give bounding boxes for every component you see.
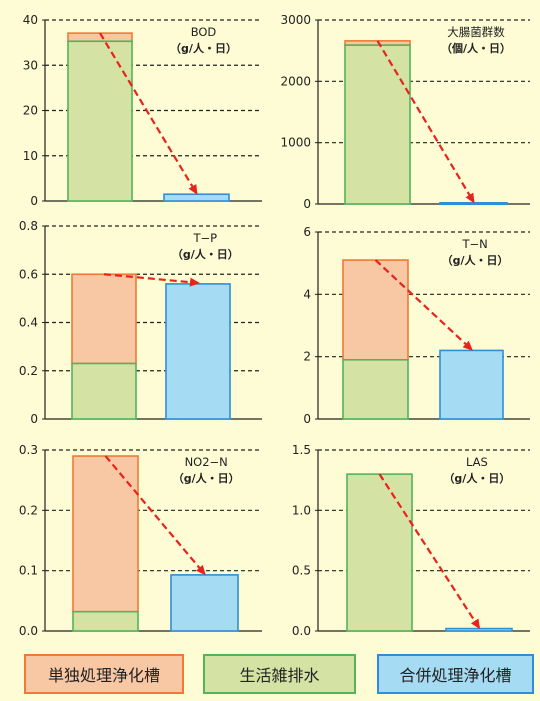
y-tick-label: 1.5 xyxy=(292,443,311,457)
reduction-arrow xyxy=(99,32,198,195)
y-tick-label: 10 xyxy=(23,149,38,163)
y-tick-label: 6 xyxy=(303,225,311,239)
chart-unit: （g/人・日） xyxy=(442,253,509,267)
chart-panel-6: 0.0 0.5 1.0 1.5 LAS （g/人・日） xyxy=(292,443,530,638)
bar-domestic-wastewater-segment xyxy=(67,40,133,202)
reduction-arrow xyxy=(376,40,475,204)
y-tick-label: 0.0 xyxy=(292,624,311,638)
chart-title: NO2−N xyxy=(185,455,228,469)
chart-unit: （g/人・日） xyxy=(170,41,237,55)
bar-combined-treatment xyxy=(165,283,231,420)
chart-title: T−N xyxy=(461,237,487,251)
chart-panel-2: 0 1000 2000 3000 大腸菌群数 （個/人・日） xyxy=(280,13,530,211)
chart-title: T−P xyxy=(192,231,217,245)
y-tick-label: 40 xyxy=(23,13,38,27)
bar-domestic-wastewater-segment xyxy=(72,610,139,632)
bar-combined-treatment xyxy=(439,349,504,420)
bar-combined-treatment xyxy=(445,627,513,632)
chart-title: LAS xyxy=(466,455,488,469)
legend-domestic-wastewater: 生活雑排水 xyxy=(203,654,356,694)
chart-panel-4: 0 2 4 6 T−N （g/人・日） xyxy=(303,225,530,426)
y-tick-label: 0 xyxy=(30,412,38,426)
chart-unit: （g/人・日） xyxy=(443,471,510,485)
y-tick-label: 3000 xyxy=(280,13,311,27)
y-tick-label: 2000 xyxy=(280,74,311,88)
chart-unit: （個/人・日） xyxy=(441,41,511,55)
bar-combined-treatment xyxy=(163,193,230,202)
chart-panel-5: 0.0 0.1 0.2 0.3 NO2−N （g/人・日） xyxy=(19,443,262,638)
legend-single-treatment: 単独処理浄化槽 xyxy=(24,654,184,694)
y-tick-label: 0 xyxy=(303,197,311,211)
y-tick-label: 0 xyxy=(30,194,38,208)
bar-domestic-wastewater-segment xyxy=(71,362,137,420)
y-tick-label: 4 xyxy=(303,287,311,301)
bar-domestic-wastewater-segment xyxy=(344,44,411,205)
bar-domestic-wastewater-segment xyxy=(342,358,409,420)
y-tick-label: 2 xyxy=(303,350,311,364)
chart-title: BOD xyxy=(191,25,217,39)
bar-domestic-wastewater-segment xyxy=(346,473,413,632)
y-tick-label: 0 xyxy=(303,412,311,426)
chart-unit: （g/人・日） xyxy=(172,247,239,261)
bar-single-toilet-segment xyxy=(342,259,409,361)
reduction-arrow xyxy=(104,455,206,576)
reduction-arrow xyxy=(378,473,481,630)
bar-combined-treatment xyxy=(170,574,239,632)
y-tick-label: 30 xyxy=(23,58,38,72)
y-tick-label: 0.4 xyxy=(19,316,38,330)
y-tick-label: 0.2 xyxy=(19,503,38,517)
legend-single-label: 単独処理浄化槽 xyxy=(47,666,160,685)
y-tick-label: 0.5 xyxy=(292,564,311,578)
legend-domestic-label: 生活雑排水 xyxy=(239,666,320,685)
y-tick-label: 0.1 xyxy=(19,564,38,578)
legend-combined-treatment: 合併処理浄化槽 xyxy=(377,654,534,694)
bar-single-toilet-segment xyxy=(71,273,137,365)
y-tick-label: 0.0 xyxy=(19,624,38,638)
bar-single-toilet-segment xyxy=(72,455,139,613)
y-tick-label: 0.3 xyxy=(19,443,38,457)
chart-panel-3: 0 0.2 0.4 0.6 0.8 T−P （g/人・日） xyxy=(19,219,262,426)
reduction-arrow xyxy=(103,273,200,287)
chart-title: 大腸菌群数 xyxy=(447,25,505,39)
chart-panel-1: 0 10 20 30 40 BOD （g/人・日） xyxy=(23,13,262,208)
y-tick-label: 0.8 xyxy=(19,219,38,233)
legend-combined-label: 合併処理浄化槽 xyxy=(399,666,512,685)
y-tick-label: 1000 xyxy=(280,136,311,150)
y-tick-label: 0.6 xyxy=(19,267,38,281)
chart-unit: （g/人・日） xyxy=(173,471,240,485)
y-tick-label: 1.0 xyxy=(292,503,311,517)
bar-combined-treatment xyxy=(439,201,508,206)
y-tick-label: 20 xyxy=(23,104,38,118)
y-tick-label: 0.2 xyxy=(19,364,38,378)
